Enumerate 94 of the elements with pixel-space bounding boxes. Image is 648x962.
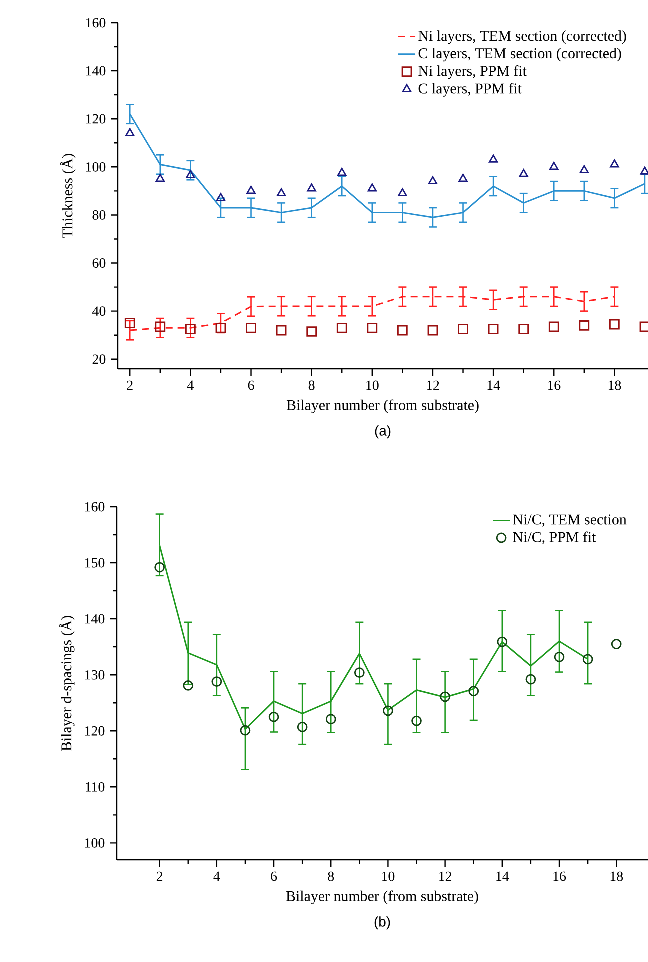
point bbox=[548, 322, 560, 332]
point bbox=[428, 325, 438, 336]
point bbox=[155, 322, 166, 332]
y-tick-label: 100 bbox=[85, 838, 105, 848]
point bbox=[307, 184, 316, 192]
y-tick-label: 150 bbox=[85, 558, 105, 568]
x-axis-title: Bilayer number (from substrate) bbox=[286, 400, 479, 414]
point bbox=[126, 128, 135, 136]
point bbox=[579, 320, 590, 331]
text: (a) bbox=[375, 426, 391, 439]
y-tick-label: 120 bbox=[86, 114, 106, 124]
point bbox=[610, 160, 620, 168]
y-axis-title: Bilayer d-spacings (Å) bbox=[59, 616, 75, 752]
y-tick-label: 130 bbox=[85, 670, 105, 680]
point bbox=[276, 188, 286, 197]
point bbox=[458, 174, 468, 182]
x-tick-label: 4 bbox=[187, 380, 194, 390]
point bbox=[383, 706, 394, 716]
y-tick-label: 60 bbox=[92, 258, 106, 268]
point bbox=[183, 680, 194, 691]
point bbox=[550, 162, 559, 170]
y-tick-label: 20 bbox=[92, 354, 106, 364]
point bbox=[246, 322, 256, 334]
y-tick-label: 110 bbox=[86, 782, 105, 792]
point bbox=[216, 193, 226, 202]
x-tick-label: 6 bbox=[271, 872, 278, 882]
x-tick-label: 6 bbox=[248, 380, 254, 390]
point bbox=[154, 562, 166, 573]
point bbox=[367, 322, 378, 334]
point bbox=[488, 324, 499, 335]
text: (b) bbox=[374, 916, 390, 930]
legend-label: Ni/C, TEM section bbox=[513, 514, 627, 527]
x-tick-label: 16 bbox=[548, 380, 561, 390]
point bbox=[582, 654, 594, 665]
y-tick-label: 160 bbox=[85, 502, 105, 512]
point bbox=[519, 169, 528, 178]
legend-label: Ni/C, PPM fit bbox=[513, 532, 596, 544]
point bbox=[186, 324, 196, 335]
point bbox=[326, 714, 336, 725]
point bbox=[398, 188, 408, 197]
x-tick-label: 14 bbox=[496, 872, 510, 882]
y-tick-label: 80 bbox=[92, 210, 106, 220]
point bbox=[526, 674, 536, 685]
x-tick-label: 10 bbox=[366, 380, 379, 390]
point bbox=[297, 722, 308, 732]
point bbox=[497, 636, 508, 648]
point bbox=[488, 154, 498, 163]
point bbox=[336, 322, 348, 334]
y-tick-label: 40 bbox=[92, 306, 106, 316]
point bbox=[276, 325, 287, 336]
point bbox=[240, 725, 251, 736]
x-tick-label: 10 bbox=[382, 872, 395, 882]
y-tick-label: 140 bbox=[86, 66, 106, 76]
point bbox=[610, 319, 620, 330]
x-tick-label: 8 bbox=[328, 872, 334, 882]
point bbox=[398, 325, 408, 336]
x-tick-label: 2 bbox=[156, 872, 163, 882]
x-tick-label: 12 bbox=[427, 380, 440, 390]
point bbox=[458, 324, 468, 335]
y-tick-label: 120 bbox=[85, 726, 105, 736]
point bbox=[306, 326, 318, 337]
y-axis-title: Thickness (Å) bbox=[60, 154, 76, 238]
x-tick-label: 8 bbox=[308, 380, 315, 390]
point bbox=[268, 712, 280, 722]
point bbox=[440, 692, 450, 702]
x-tick-label: 18 bbox=[608, 380, 622, 390]
point bbox=[354, 668, 365, 678]
legend-label: Ni layers, TEM section (corrected) bbox=[418, 30, 626, 44]
point bbox=[518, 324, 530, 335]
point bbox=[611, 639, 622, 650]
point bbox=[640, 166, 648, 175]
x-tick-label: 2 bbox=[127, 380, 133, 390]
point bbox=[338, 168, 347, 176]
point bbox=[156, 174, 165, 182]
y-tick-label: 100 bbox=[86, 162, 106, 172]
legend-label: C layers, TEM section (corrected) bbox=[418, 48, 622, 62]
point bbox=[468, 686, 480, 697]
x-tick-label: 18 bbox=[610, 872, 624, 882]
point bbox=[212, 676, 222, 687]
x-tick-label: 16 bbox=[554, 872, 566, 882]
point bbox=[246, 186, 256, 194]
x-tick-label: 14 bbox=[488, 380, 500, 390]
point bbox=[580, 165, 589, 174]
y-tick-label: 160 bbox=[86, 18, 106, 28]
y-tick-label: 140 bbox=[85, 614, 105, 624]
x-tick-label: 12 bbox=[440, 872, 452, 882]
point bbox=[412, 716, 422, 726]
point bbox=[368, 184, 377, 192]
legend-label: C layers, PPM fit bbox=[418, 83, 522, 97]
x-tick-label: 4 bbox=[214, 872, 220, 881]
point bbox=[554, 652, 565, 662]
x-axis-title: Bilayer number (from substrate) bbox=[286, 890, 478, 904]
point bbox=[428, 176, 438, 185]
legend-label: Ni layers, PPM fit bbox=[418, 66, 527, 80]
